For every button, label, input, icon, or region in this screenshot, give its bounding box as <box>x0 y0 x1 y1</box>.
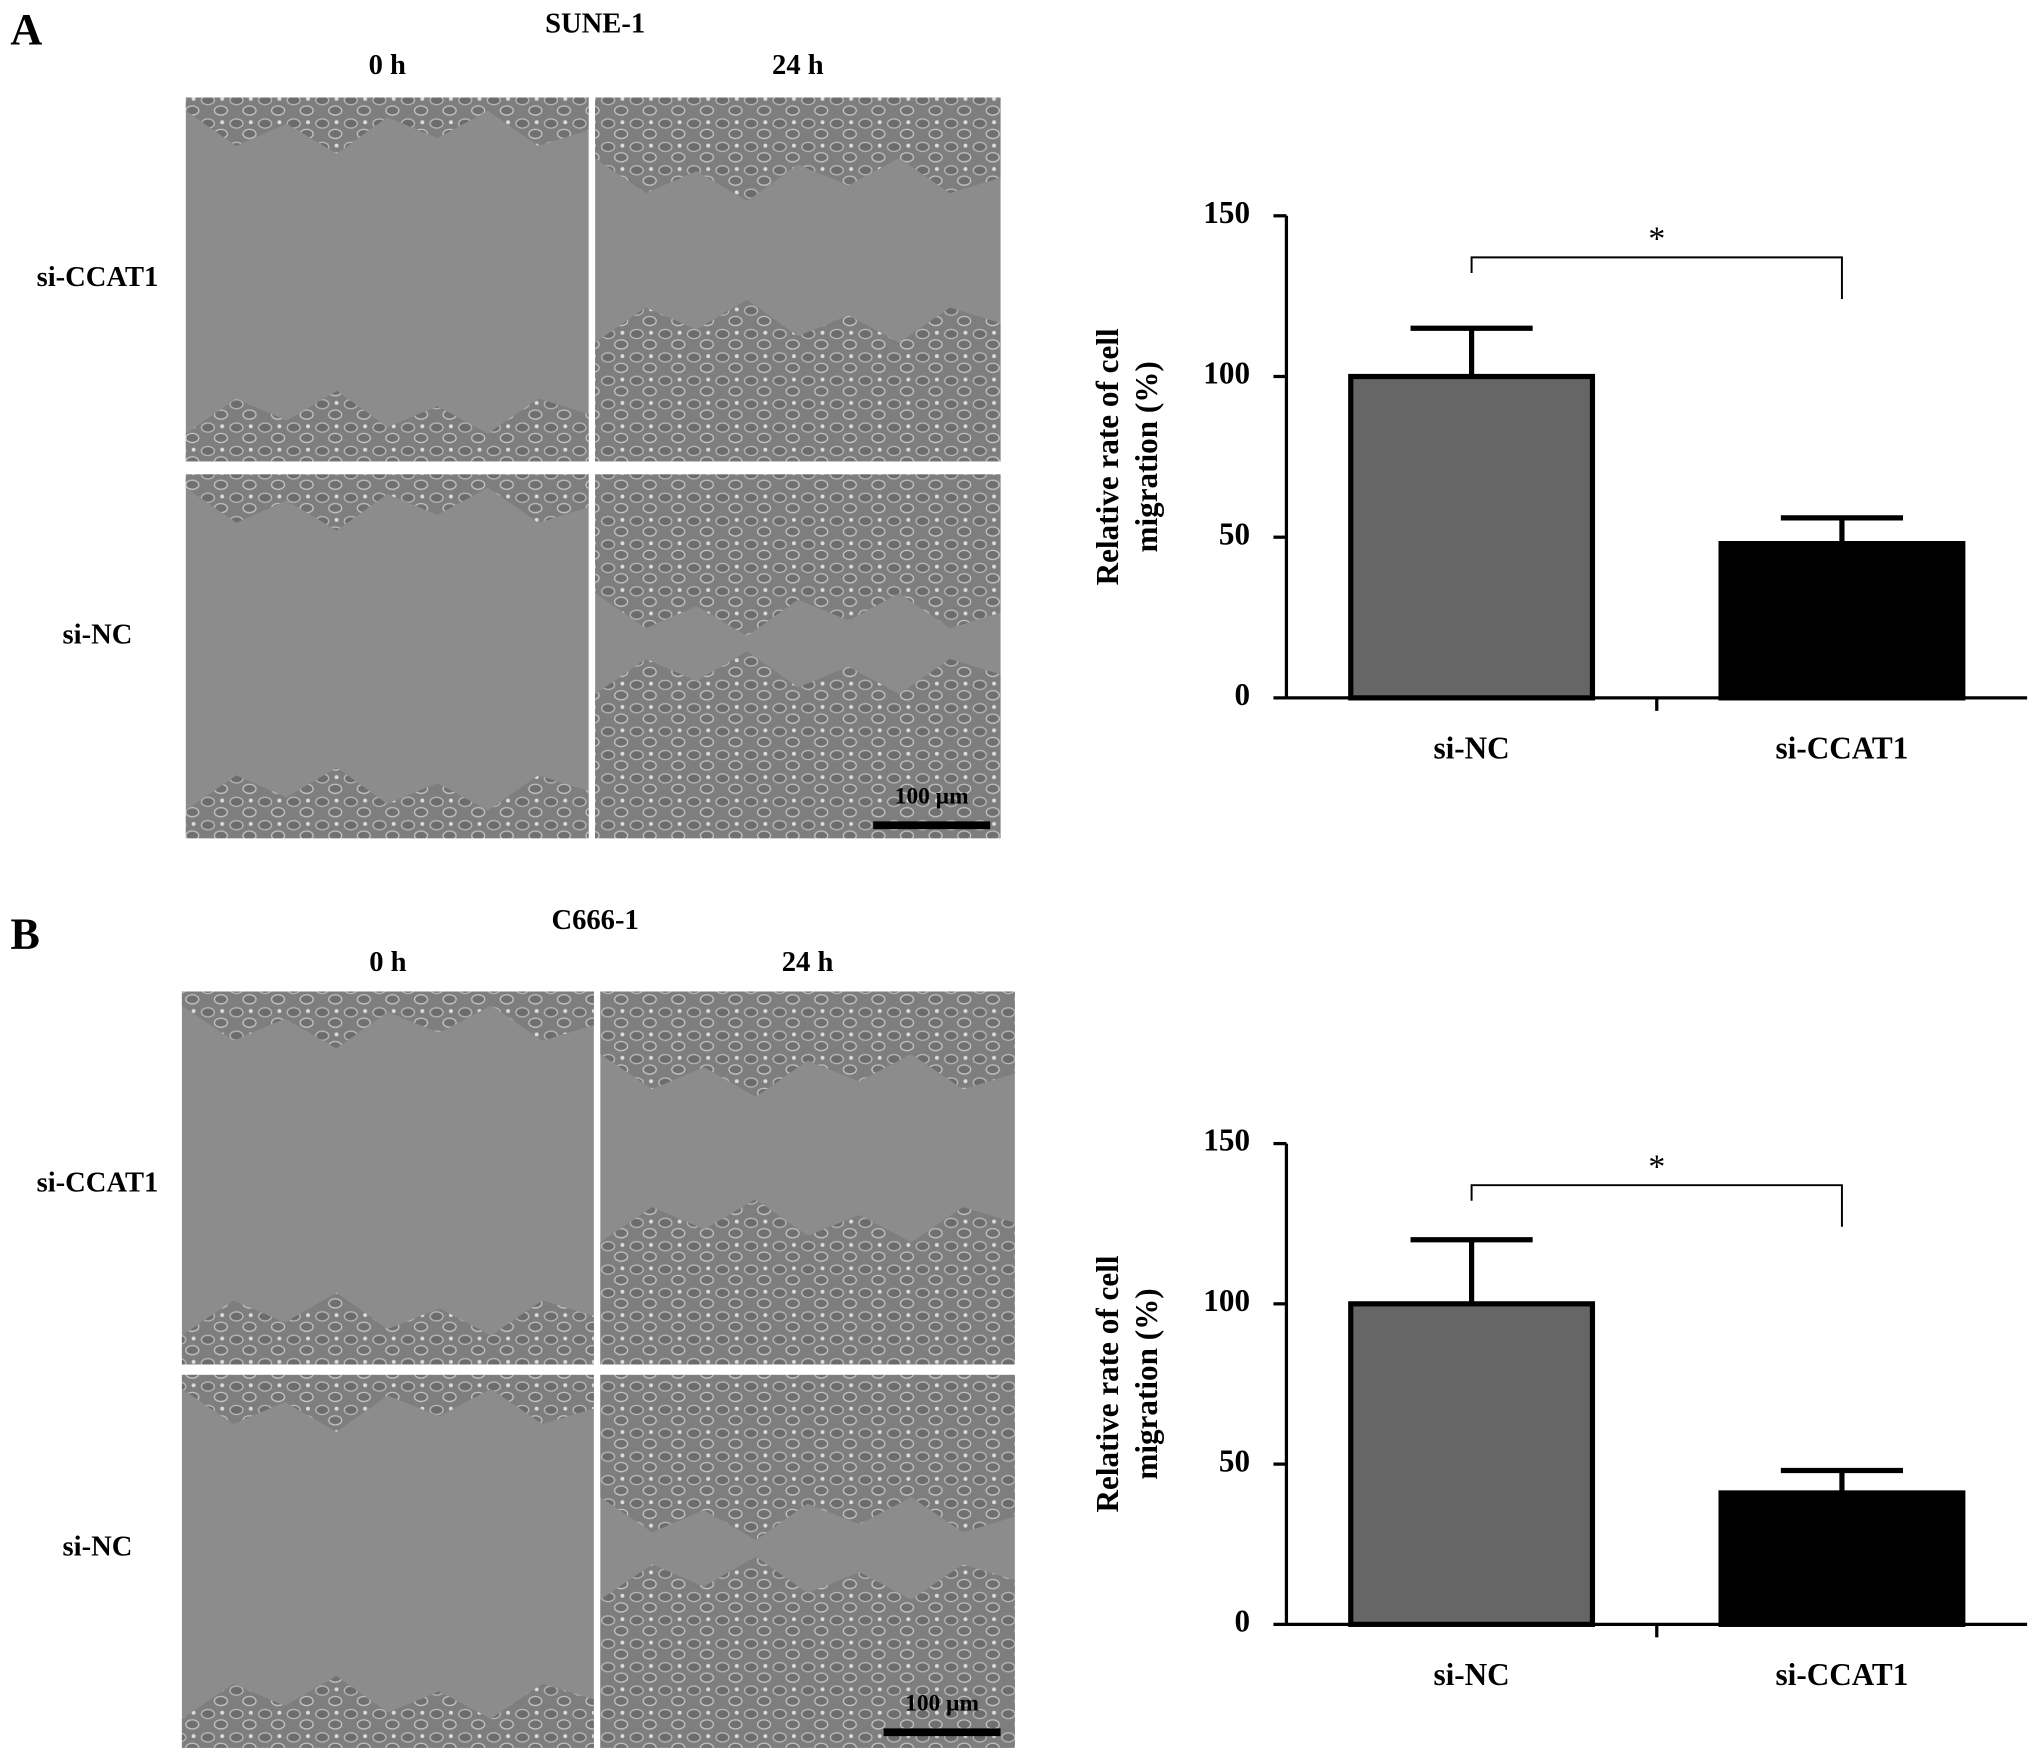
significance-label: * <box>1648 1148 1665 1185</box>
cell-band <box>185 97 589 154</box>
micrograph <box>595 97 1001 462</box>
micrograph <box>185 97 589 462</box>
time-label: 0 h <box>369 50 406 81</box>
micrograph <box>600 991 1015 1365</box>
bar <box>1718 541 1966 701</box>
micrograph-background <box>185 474 589 839</box>
row-label: si-CCAT1 <box>37 262 159 293</box>
cell-band <box>181 1675 594 1748</box>
y-tick-label: 150 <box>1203 1123 1250 1158</box>
micrograph-background <box>185 97 589 462</box>
significance-bracket <box>1470 256 1843 299</box>
x-tick-label: si-CCAT1 <box>1776 730 1909 765</box>
significance-label: * <box>1648 221 1665 258</box>
cell-line-title: SUNE-1 <box>545 9 645 40</box>
bar <box>1718 1490 1966 1627</box>
y-axis-label: Relative rate of cell <box>1090 328 1125 585</box>
cell-band <box>595 474 1001 637</box>
micrograph <box>185 474 589 839</box>
cell-band <box>185 474 589 531</box>
y-tick-label: 50 <box>1219 1443 1250 1478</box>
cell-band <box>595 97 1001 201</box>
cell-band <box>600 991 1015 1097</box>
cell-band <box>600 1374 1015 1540</box>
cell-band <box>181 1292 594 1365</box>
y-tick-label: 50 <box>1219 516 1250 551</box>
x-tick-label: si-CCAT1 <box>1776 1657 1909 1692</box>
significance-bracket <box>1470 1184 1843 1227</box>
cell-band <box>185 390 589 462</box>
cell-band <box>181 991 594 1049</box>
micrograph <box>181 1374 594 1748</box>
panel-letter: B <box>10 909 39 958</box>
cell-band <box>181 1374 594 1432</box>
cell-band <box>600 1556 1015 1748</box>
x-tick-label: si-NC <box>1433 730 1509 765</box>
y-tick-label: 100 <box>1203 1283 1250 1318</box>
bar <box>1348 373 1596 701</box>
bar <box>1348 1301 1596 1627</box>
panel-letter: A <box>10 5 42 54</box>
cell-line-title: C666-1 <box>551 905 638 936</box>
time-label: 0 h <box>369 947 406 978</box>
cell-band <box>595 651 1001 839</box>
row-label: si-NC <box>63 1532 133 1563</box>
row-label: si-NC <box>63 619 133 650</box>
y-tick-label: 100 <box>1203 356 1250 391</box>
micrograph-background <box>181 991 594 1365</box>
y-tick-label: 0 <box>1234 677 1250 712</box>
micrograph <box>181 991 594 1365</box>
y-tick-label: 0 <box>1234 1604 1250 1639</box>
time-label: 24 h <box>772 50 824 81</box>
micrograph <box>595 474 1001 839</box>
y-axis-label: migration (%) <box>1129 1288 1164 1479</box>
time-label: 24 h <box>782 947 834 978</box>
scale-bar-label: 100 µm <box>895 783 969 809</box>
x-tick-label: si-NC <box>1433 1657 1509 1692</box>
micrograph-background <box>181 1374 594 1748</box>
micrograph <box>600 1374 1015 1748</box>
y-axis-label: migration (%) <box>1129 361 1164 552</box>
y-tick-label: 150 <box>1203 195 1250 230</box>
cell-band <box>185 767 589 839</box>
cell-band <box>595 299 1001 462</box>
y-axis-label: Relative rate of cell <box>1090 1255 1125 1512</box>
row-label: si-CCAT1 <box>37 1168 159 1199</box>
scale-bar-label: 100 µm <box>905 1690 979 1716</box>
cell-band <box>600 1199 1015 1365</box>
